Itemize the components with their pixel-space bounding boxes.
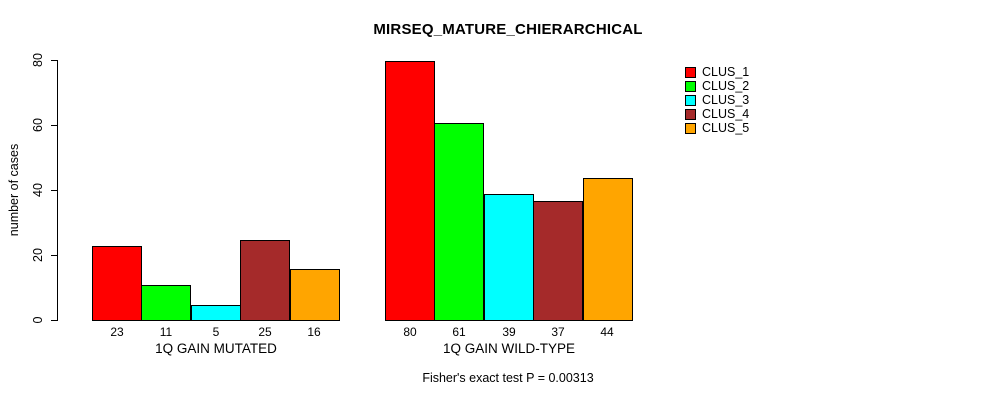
- x-category-label-1q-gain-wild-type: 1Q GAIN WILD-TYPE: [442, 341, 576, 356]
- y-tick-label-60: 60: [31, 118, 45, 132]
- x-category-label-1q-gain-mutated: 1Q GAIN MUTATED: [155, 341, 277, 356]
- bar-value-label-clus-5-1q-gain-wild-type: 44: [600, 325, 614, 339]
- y-tick-60: [51, 125, 58, 126]
- y-tick-40: [51, 190, 58, 191]
- bar-clus-1-1q-gain-mutated: [92, 246, 142, 321]
- chart-title: MIRSEQ_MATURE_CHIERARCHICAL: [373, 21, 643, 38]
- y-tick-label-40: 40: [31, 183, 45, 197]
- fisher-test-annotation: Fisher's exact test P = 0.00313: [422, 371, 594, 385]
- bar-value-label-clus-2-1q-gain-wild-type: 61: [452, 325, 466, 339]
- y-tick-20: [51, 255, 58, 256]
- bar-value-label-clus-4-1q-gain-wild-type: 37: [551, 325, 565, 339]
- y-tick-80: [51, 60, 58, 61]
- bar-clus-5-1q-gain-wild-type: [583, 178, 633, 321]
- legend-label-clus-3: CLUS_3: [702, 93, 750, 107]
- y-tick-label-80: 80: [31, 53, 45, 67]
- legend-swatch-clus-4: [685, 109, 696, 120]
- bar-clus-2-1q-gain-wild-type: [434, 123, 484, 321]
- bar-value-label-clus-4-1q-gain-mutated: 25: [258, 325, 272, 339]
- bar-value-label-clus-1-1q-gain-wild-type: 80: [403, 325, 417, 339]
- legend-swatch-clus-3: [685, 95, 696, 106]
- y-axis-title: number of cases: [7, 143, 21, 237]
- legend-label-clus-2: CLUS_2: [702, 79, 750, 93]
- legend-label-clus-1: CLUS_1: [702, 65, 750, 79]
- y-tick-0: [51, 320, 58, 321]
- bar-clus-3-1q-gain-wild-type: [484, 194, 534, 321]
- bar-value-label-clus-3-1q-gain-mutated: 5: [212, 325, 220, 339]
- bar-clus-4-1q-gain-wild-type: [533, 201, 583, 321]
- legend-swatch-clus-2: [685, 81, 696, 92]
- y-tick-label-0: 0: [31, 316, 45, 324]
- y-tick-label-20: 20: [31, 248, 45, 262]
- bar-clus-1-1q-gain-wild-type: [385, 61, 435, 321]
- legend-swatch-clus-5: [685, 123, 696, 134]
- bar-value-label-clus-5-1q-gain-mutated: 16: [307, 325, 321, 339]
- legend-label-clus-4: CLUS_4: [702, 107, 750, 121]
- legend-swatch-clus-1: [685, 67, 696, 78]
- bar-clus-5-1q-gain-mutated: [290, 269, 340, 321]
- bar-value-label-clus-1-1q-gain-mutated: 23: [110, 325, 124, 339]
- legend-label-clus-5: CLUS_5: [702, 121, 750, 135]
- bar-value-label-clus-2-1q-gain-mutated: 11: [159, 325, 173, 339]
- bar-clus-2-1q-gain-mutated: [141, 285, 191, 321]
- bar-clus-4-1q-gain-mutated: [240, 240, 290, 321]
- bar-value-label-clus-3-1q-gain-wild-type: 39: [502, 325, 516, 339]
- bar-clus-3-1q-gain-mutated: [191, 305, 241, 321]
